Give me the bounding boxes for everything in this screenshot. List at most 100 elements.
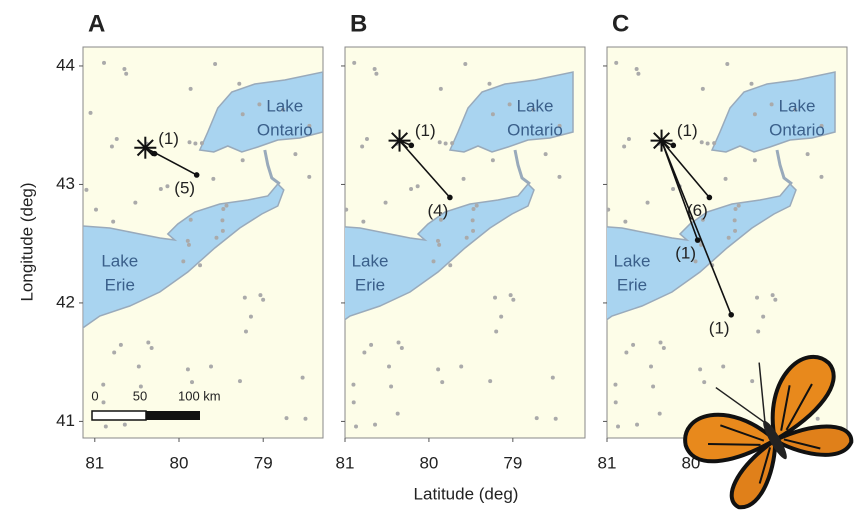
station (463, 62, 468, 67)
lake-ontario (198, 71, 323, 153)
scale-label: 50 (133, 388, 147, 403)
x-tick-label: 81 (336, 453, 355, 472)
station (84, 187, 89, 192)
station (769, 102, 774, 107)
station (361, 219, 366, 224)
movement-line (144, 147, 198, 176)
station (702, 380, 707, 385)
station (220, 228, 225, 233)
station (636, 71, 641, 76)
station (103, 424, 108, 429)
station (805, 152, 810, 157)
station (700, 217, 705, 222)
station (188, 217, 193, 222)
scale-white (91, 410, 147, 421)
station (118, 342, 123, 347)
station (193, 141, 198, 146)
station (211, 176, 216, 181)
station (243, 329, 248, 334)
release-site (134, 136, 157, 159)
station (705, 141, 710, 146)
station (165, 184, 170, 189)
station (614, 60, 619, 65)
station (360, 144, 365, 149)
station (474, 203, 479, 208)
station (122, 422, 127, 427)
panel-letter: B (350, 10, 367, 37)
station (490, 158, 495, 163)
station (649, 364, 654, 369)
station (209, 364, 214, 369)
station (112, 350, 117, 355)
station (362, 350, 367, 355)
station (158, 187, 163, 192)
station (725, 62, 730, 67)
station (111, 219, 116, 224)
station (213, 62, 218, 67)
station (607, 207, 611, 212)
station (557, 174, 562, 179)
station (352, 60, 357, 65)
station (185, 367, 190, 372)
station (146, 340, 151, 345)
x-tick-label: 80 (419, 453, 438, 472)
lake-label: Lake (266, 96, 303, 115)
station (597, 188, 601, 192)
station (671, 187, 676, 192)
station (613, 400, 618, 405)
station (307, 123, 312, 128)
station (622, 144, 627, 149)
station (237, 379, 242, 384)
recapture-point (670, 142, 677, 149)
station (645, 200, 650, 205)
station (613, 382, 618, 387)
station (657, 411, 662, 416)
station (661, 345, 666, 350)
lake-label: Lake (517, 96, 554, 115)
lake-label: Lake (101, 251, 138, 270)
panel-letter: A (88, 10, 105, 37)
station (351, 382, 356, 387)
scale-label: 0 (91, 388, 98, 403)
recapture-count: (1) (677, 121, 698, 140)
recapture-point (193, 172, 200, 178)
station (732, 218, 737, 223)
recapture-count: (1) (158, 129, 179, 148)
station (773, 297, 778, 302)
y-tick-label: 44 (56, 55, 75, 74)
station (387, 364, 392, 369)
station (185, 238, 190, 243)
station (464, 235, 469, 240)
station (749, 81, 754, 86)
lake-label: Lake (352, 251, 389, 270)
station (435, 238, 440, 243)
lake-label: Lake (614, 251, 651, 270)
station (756, 329, 761, 334)
station (101, 400, 106, 405)
station (470, 218, 475, 223)
station (436, 367, 441, 372)
recapture-point (706, 194, 713, 201)
lake-ontario (710, 71, 836, 153)
station (220, 218, 225, 223)
station (437, 140, 442, 145)
station (149, 345, 154, 350)
station (354, 424, 359, 429)
station (750, 379, 755, 384)
x-tick-label: 81 (85, 453, 104, 472)
star-stroke (391, 132, 409, 150)
station (752, 158, 757, 163)
map-content (597, 60, 836, 429)
station (721, 364, 726, 369)
station (93, 207, 98, 212)
station (240, 158, 245, 163)
station (623, 219, 628, 224)
station (631, 342, 636, 347)
station (557, 123, 562, 128)
station (187, 140, 192, 145)
station (351, 400, 356, 405)
station (101, 382, 106, 387)
station (733, 228, 738, 233)
monarch-butterfly (683, 355, 854, 510)
